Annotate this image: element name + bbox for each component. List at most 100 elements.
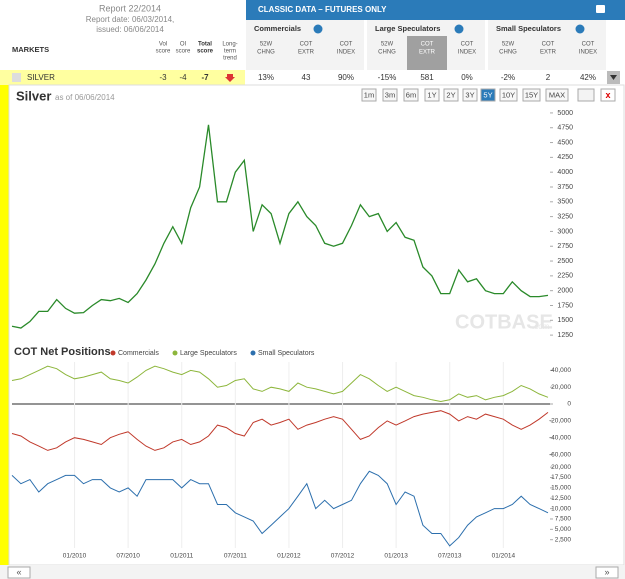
group-bg — [488, 20, 606, 70]
report-title: Report 22/2014 — [99, 3, 161, 13]
range-button[interactable] — [443, 88, 459, 102]
data-line — [11, 410, 549, 451]
help-icon[interactable] — [454, 24, 464, 34]
x-tick-label: 07/2010 — [116, 553, 140, 560]
vol-header: Vol — [159, 42, 167, 48]
trend-header: term — [224, 49, 236, 55]
subcolumn-header: EXTR — [540, 50, 557, 56]
chart-subtitle: as of 06/06/2014 — [55, 93, 115, 102]
range-button[interactable] — [462, 88, 478, 102]
subcolumn-header: CHNG — [378, 50, 396, 56]
subcolumn-header: COT — [421, 42, 434, 48]
range-button[interactable] — [499, 88, 518, 102]
group-bg — [246, 20, 364, 70]
y-tick-label: 20,000 — [551, 384, 571, 391]
legend-marker — [250, 350, 256, 356]
y-tick-label: 2750 — [557, 243, 573, 250]
cot-value: 42% — [580, 73, 596, 82]
y-tick-label: 3250 — [557, 213, 573, 220]
data-line — [11, 124, 549, 329]
y-tick-label: 1750 — [557, 302, 573, 309]
prev-button[interactable] — [7, 566, 31, 579]
y-tick-label: 12,500 — [551, 495, 571, 502]
subcolumn-header: COT — [542, 42, 555, 48]
x-tick-label: 01/2010 — [63, 553, 87, 560]
range-button[interactable] — [480, 88, 496, 102]
y-tick-label: 5000 — [557, 110, 573, 117]
x-tick-label: 01/2012 — [277, 553, 301, 560]
y-tick-label: 2500 — [557, 258, 573, 265]
cot-value: 13% — [258, 73, 274, 82]
range-button[interactable] — [361, 88, 377, 102]
subcolumn-header: EXTR — [298, 50, 315, 56]
market-name[interactable]: SILVER — [27, 73, 55, 82]
y-tick-label: 17,500 — [551, 474, 571, 481]
range-button-label: MAX — [549, 90, 565, 99]
y-tick-label: 10,000 — [551, 505, 571, 512]
cot-value: 43 — [302, 73, 311, 82]
subcolumn-header: 52W — [381, 42, 394, 48]
y-tick-label: 15,000 — [551, 485, 571, 492]
subcolumn-header: COT — [300, 42, 313, 48]
selected-column[interactable] — [407, 36, 447, 70]
subcolumn-header: 52W — [502, 42, 515, 48]
help-icon[interactable] — [313, 24, 323, 34]
y-tick-label: 4750 — [557, 125, 573, 132]
y-tick-label: 2250 — [557, 273, 573, 280]
legend-label: Commercials — [118, 350, 159, 357]
x-tick-label: 07/2012 — [331, 553, 355, 560]
subcolumn-header: COT — [582, 42, 595, 48]
cot-value: 2 — [546, 73, 551, 82]
close-button[interactable] — [600, 88, 616, 102]
y-tick-label: 4500 — [557, 139, 573, 146]
cot-title: COT Net Positions — [14, 346, 111, 358]
y-tick-label: 20,000 — [551, 464, 571, 471]
range-button[interactable] — [424, 88, 440, 102]
help-icon[interactable] — [575, 24, 585, 34]
range-button[interactable] — [545, 88, 569, 102]
cot-value: -15% — [378, 73, 397, 82]
watermark: .com — [532, 322, 550, 331]
prev-icon: « — [16, 567, 21, 577]
total-score: -7 — [201, 73, 209, 82]
chart-title: Silver — [16, 88, 51, 103]
data-line — [11, 470, 549, 547]
market-icon — [12, 73, 21, 82]
range-button-label: 1m — [364, 90, 374, 99]
range-button-label: 6m — [406, 90, 416, 99]
watermark: COTBASE — [455, 311, 553, 333]
subcolumn-header: COT — [340, 42, 353, 48]
subcolumn-header: INDEX — [337, 50, 355, 56]
trend-header: trend — [223, 56, 237, 62]
y-tick-label: 3750 — [557, 184, 573, 191]
subcolumn-header: INDEX — [458, 50, 476, 56]
group-header: Small Speculators — [496, 24, 561, 33]
range-button[interactable] — [522, 88, 541, 102]
x-tick-label: 07/2011 — [224, 553, 247, 560]
total-header: Total — [198, 42, 212, 48]
oi-header: OI — [180, 42, 187, 48]
print-button[interactable] — [577, 88, 595, 102]
subcolumn-header: INDEX — [579, 50, 597, 56]
range-button[interactable] — [382, 88, 398, 102]
cot-value: 90% — [338, 73, 354, 82]
subcolumn-header: EXTR — [419, 50, 436, 56]
next-icon: » — [604, 567, 609, 577]
cot-value: 581 — [420, 73, 434, 82]
bottom-bar — [0, 565, 625, 579]
subcolumn-header: 52W — [260, 42, 273, 48]
legend-marker — [110, 350, 116, 356]
cot-value: 0% — [461, 73, 473, 82]
range-button[interactable] — [403, 88, 419, 102]
y-tick-label: 3000 — [557, 228, 573, 235]
range-button-label: 1Y — [427, 90, 436, 99]
print-icon[interactable] — [596, 5, 605, 13]
report-issued: issued: 06/06/2014 — [96, 25, 164, 34]
y-tick-label: 7,500 — [555, 516, 572, 523]
classic-bar — [246, 0, 625, 20]
subcolumn-header: CHNG — [257, 50, 275, 56]
y-tick-label: 0 — [567, 401, 571, 408]
next-button[interactable] — [595, 566, 619, 579]
